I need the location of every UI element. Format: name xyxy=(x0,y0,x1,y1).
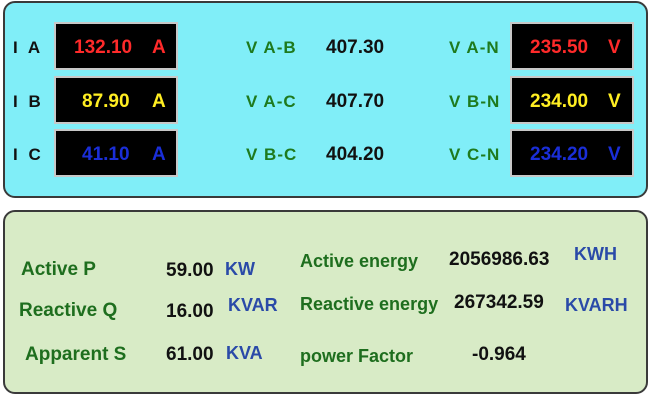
reactive-energy-value: 267342.59 xyxy=(454,292,544,313)
voltage-bn-unit: V xyxy=(608,91,621,112)
power-panel xyxy=(3,210,648,394)
current-c-label: I C xyxy=(13,145,44,164)
voltage-an-unit: V xyxy=(608,37,621,58)
voltage-cn-unit: V xyxy=(608,144,621,165)
active-energy-unit: KWH xyxy=(574,244,617,264)
current-c-unit: A xyxy=(152,144,166,165)
active-energy-value: 2056986.63 xyxy=(449,249,550,270)
voltage-bn-value: 234.00 xyxy=(530,91,589,112)
active-power-unit: KW xyxy=(225,259,255,279)
active-power-label: Active P xyxy=(21,259,96,280)
reactive-energy-label: Reactive energy xyxy=(300,294,439,314)
reactive-power-label: Reactive Q xyxy=(19,300,118,321)
apparent-power-unit: KVA xyxy=(226,343,263,363)
voltage-an-display: 235.50 V xyxy=(510,22,634,70)
current-a-display: 132.10 A xyxy=(54,22,178,70)
apparent-power-label: Apparent S xyxy=(25,344,127,365)
current-c-display: 41.10 A xyxy=(54,129,178,177)
reactive-power-unit: KVAR xyxy=(228,295,278,315)
current-a-unit: A xyxy=(152,37,166,58)
current-b-unit: A xyxy=(152,91,166,112)
voltage-bn-display: 234.00 V xyxy=(510,76,634,124)
voltage-ac-label: V A-C xyxy=(246,92,297,111)
voltage-ac-value: 407.70 xyxy=(326,91,385,112)
voltage-an-label: V A-N xyxy=(449,38,500,57)
current-b-label: I B xyxy=(13,92,44,111)
voltage-ab-label: V A-B xyxy=(246,38,297,57)
current-c-value: 41.10 xyxy=(82,144,130,165)
current-b-display: 87.90 A xyxy=(54,76,178,124)
voltage-bc-label: V B-C xyxy=(246,145,298,164)
voltage-cn-label: V C-N xyxy=(449,145,501,164)
voltage-ab-value: 407.30 xyxy=(326,37,385,58)
apparent-power-value: 61.00 xyxy=(166,344,214,365)
current-a-label: I A xyxy=(13,38,44,57)
active-power-value: 59.00 xyxy=(166,260,214,281)
power-factor-label: power Factor xyxy=(300,346,414,366)
active-energy-label: Active energy xyxy=(300,251,419,271)
power-factor-value: -0.964 xyxy=(472,344,526,365)
voltage-an-value: 235.50 xyxy=(530,37,589,58)
reactive-power-value: 16.00 xyxy=(166,301,214,322)
voltage-bc-value: 404.20 xyxy=(326,144,385,165)
current-a-value: 132.10 xyxy=(74,37,133,58)
voltage-bn-label: V B-N xyxy=(449,92,501,111)
reactive-energy-unit: KVARH xyxy=(565,295,628,315)
current-b-value: 87.90 xyxy=(82,91,130,112)
voltage-cn-display: 234.20 V xyxy=(510,129,634,177)
voltage-cn-value: 234.20 xyxy=(530,144,589,165)
